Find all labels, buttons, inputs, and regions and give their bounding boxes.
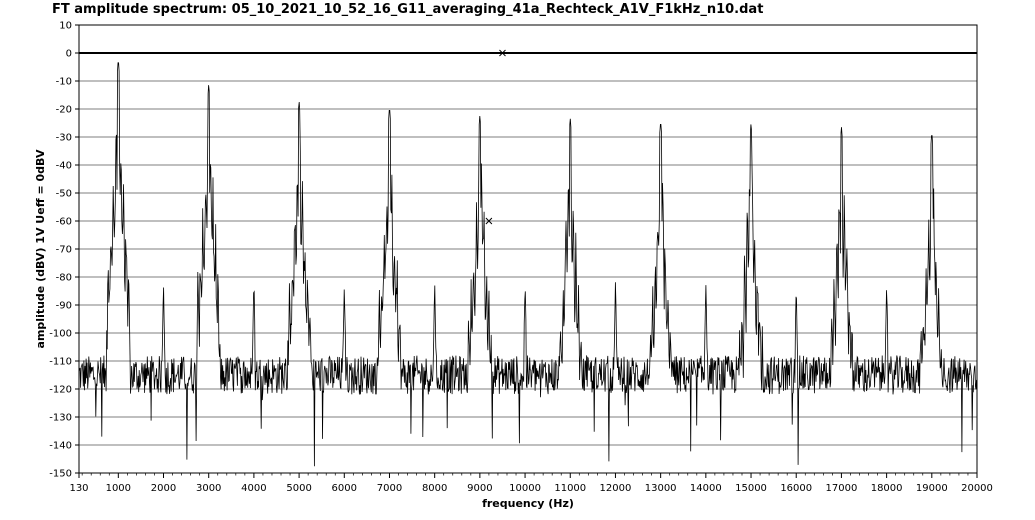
y-tick-label: -110 xyxy=(49,357,72,368)
y-tick-label: -30 xyxy=(56,133,72,144)
y-tick-label: -140 xyxy=(49,441,72,452)
x-tick-label: 3000 xyxy=(196,483,221,494)
x-tick-label: 1000 xyxy=(106,483,131,494)
cross-marker xyxy=(499,49,506,57)
x-tick-label: 14000 xyxy=(690,483,722,494)
y-tick-label: -100 xyxy=(49,329,72,340)
y-tick-label: -70 xyxy=(56,245,72,256)
x-tick-label: 12000 xyxy=(600,483,632,494)
y-tick-label: -130 xyxy=(49,413,72,424)
y-axis-label: amplitude (dBV) 1V Ueff = 0dBV xyxy=(34,149,47,348)
y-tick-label: -150 xyxy=(49,469,72,480)
y-tick-label: -10 xyxy=(56,77,72,88)
y-tick-label: -80 xyxy=(56,273,72,284)
y-tick-label: 10 xyxy=(59,21,72,32)
spectrum-line xyxy=(78,62,977,467)
cross-marker xyxy=(485,217,493,225)
x-tick-label: 19000 xyxy=(916,483,948,494)
x-tick-label: 17000 xyxy=(826,483,858,494)
y-axis-ticks: 10 0 -10 -20 -30 -40 -50 -60 -70 -80 -90 -100 -110 -1… xyxy=(49,21,79,480)
y-tick-label: -20 xyxy=(56,105,72,116)
chart-title: FT amplitude spectrum: 05_10_2021_10_52_… xyxy=(52,2,764,17)
x-tick-label: 13000 xyxy=(645,483,677,494)
x-tick-label: 16000 xyxy=(780,483,812,494)
x-tick-label: 7000 xyxy=(377,483,402,494)
x-tick-label: 8000 xyxy=(422,483,447,494)
spectrum-series xyxy=(78,62,977,467)
y-tick-label: -60 xyxy=(56,217,72,228)
y-tick-label: -120 xyxy=(49,385,72,396)
x-tick-label: 10000 xyxy=(509,483,541,494)
x-tick-label: 20000 xyxy=(961,483,993,494)
y-tick-label: -40 xyxy=(56,161,72,172)
x-tick-label: 130 xyxy=(69,483,88,494)
x-tick-label: 6000 xyxy=(332,483,357,494)
plot-frame xyxy=(78,24,978,474)
x-axis-label: frequency (Hz) xyxy=(482,497,574,510)
x-axis-ticks: 130 1000 2000 3000 4000 5000 6000 7000 8000 9000 1… xyxy=(69,473,993,494)
y-tick-label: 0 xyxy=(66,49,72,60)
x-tick-label: 11000 xyxy=(554,483,586,494)
x-tick-label: 5000 xyxy=(286,483,311,494)
x-tick-label: 18000 xyxy=(871,483,903,494)
x-tick-label: 2000 xyxy=(151,483,176,494)
x-tick-label: 9000 xyxy=(467,483,492,494)
point-markers xyxy=(485,49,506,225)
x-tick-label: 15000 xyxy=(735,483,767,494)
y-tick-label: -90 xyxy=(56,301,72,312)
y-tick-label: -50 xyxy=(56,189,72,200)
x-tick-label: 4000 xyxy=(241,483,266,494)
grid-lines xyxy=(79,52,977,446)
